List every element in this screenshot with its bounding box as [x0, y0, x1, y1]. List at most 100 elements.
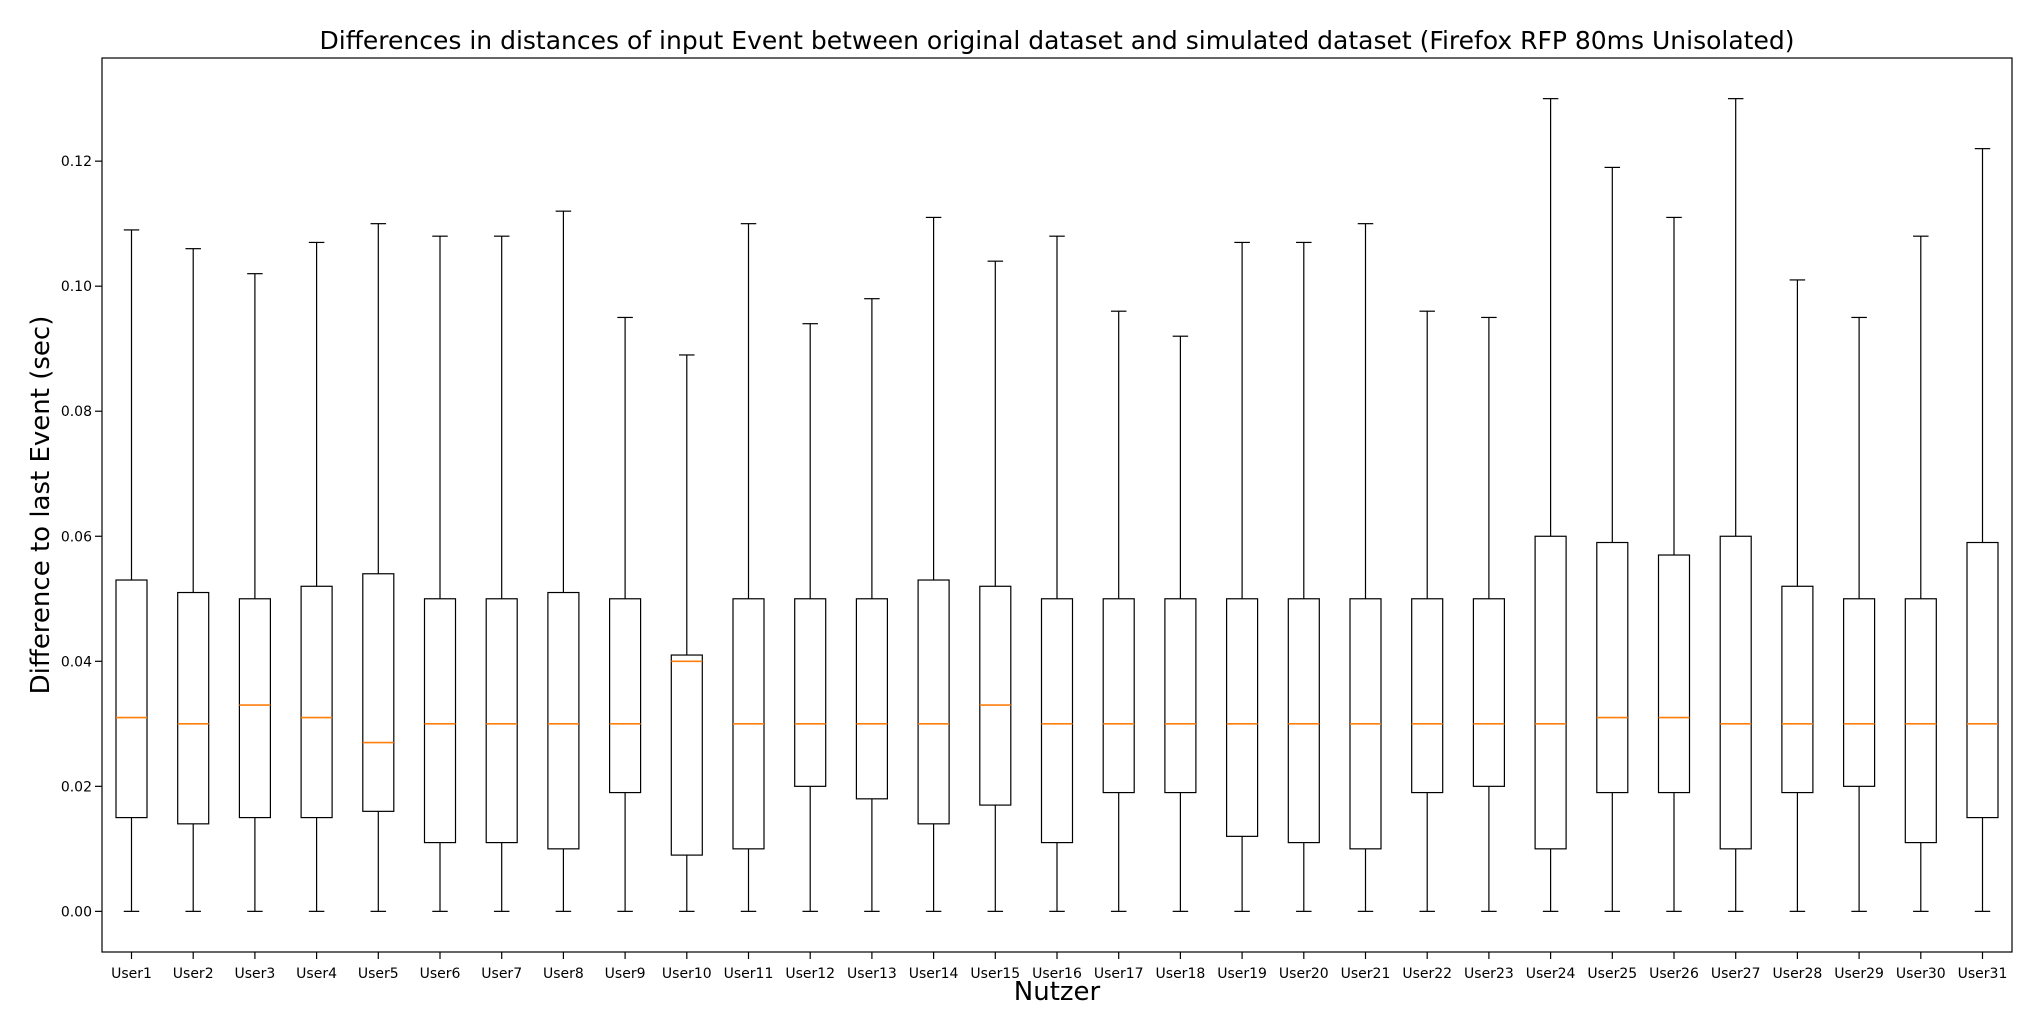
x-tick-label: User21 [1341, 966, 1391, 982]
iqr-box [1411, 598, 1444, 794]
y-tick-label: 0.10 [61, 279, 92, 295]
iqr-box [1657, 554, 1691, 794]
box-user14 [917, 216, 950, 912]
x-tick-label: User1 [111, 966, 152, 982]
y-tick-label: 0.00 [61, 904, 92, 920]
x-tick-label: User19 [1217, 966, 1267, 982]
iqr-box [608, 598, 642, 794]
x-tick-label: User24 [1526, 966, 1576, 982]
iqr-box [362, 573, 395, 812]
box-user12 [794, 323, 827, 912]
x-tick-label: User12 [785, 966, 835, 982]
box-user20 [1287, 241, 1320, 912]
x-tick-label: User4 [296, 966, 337, 982]
box-user25 [1596, 166, 1629, 912]
box-user1 [115, 229, 148, 912]
iqr-box [855, 598, 889, 800]
box-user27 [1719, 98, 1752, 912]
iqr-box [1225, 598, 1259, 837]
box-user18 [1164, 335, 1197, 912]
iqr-box [115, 579, 148, 819]
iqr-box [547, 591, 580, 850]
iqr-box [1904, 598, 1937, 844]
x-tick-label: User28 [1773, 966, 1823, 982]
x-tick-label: User13 [847, 966, 897, 982]
box-user24 [1534, 98, 1567, 912]
box-user8 [547, 210, 580, 912]
box-user23 [1472, 316, 1506, 912]
x-tick-label: User31 [1958, 966, 2008, 982]
x-tick-label: User6 [420, 966, 461, 982]
x-tick-label: User7 [481, 966, 522, 982]
x-tick-label: User15 [970, 966, 1020, 982]
x-tick-label: User25 [1587, 966, 1637, 982]
box-user30 [1904, 235, 1937, 912]
iqr-box [1534, 535, 1567, 850]
chart-title: Differences in distances of input Event … [320, 26, 1795, 55]
box-user2 [177, 248, 210, 912]
box-user3 [238, 273, 271, 912]
y-tick-label: 0.12 [61, 154, 92, 170]
x-tick-label: User27 [1711, 966, 1761, 982]
box-user16 [1040, 235, 1074, 912]
x-tick-label: User14 [909, 966, 959, 982]
box-user7 [485, 235, 518, 912]
iqr-box [1040, 598, 1074, 844]
iqr-box [979, 585, 1012, 806]
iqr-box [1842, 598, 1876, 787]
x-tick-label: User5 [358, 966, 399, 982]
iqr-box [1596, 541, 1629, 794]
box-user10 [670, 354, 703, 912]
y-tick-label: 0.06 [61, 529, 92, 545]
x-tick-label: User30 [1896, 966, 1946, 982]
x-tick-label: User23 [1464, 966, 1514, 982]
iqr-box [238, 598, 271, 819]
box-user19 [1225, 241, 1259, 912]
box-user13 [855, 298, 889, 912]
iqr-box [300, 585, 333, 819]
x-tick-label: User9 [605, 966, 646, 982]
x-tick-label: User2 [173, 966, 214, 982]
iqr-box [794, 598, 827, 787]
box-user28 [1781, 279, 1814, 912]
iqr-box [1719, 535, 1752, 850]
iqr-box [177, 591, 210, 825]
plot-area-frame [101, 57, 2013, 953]
x-tick-label: User3 [234, 966, 275, 982]
box-user31 [1966, 148, 1999, 912]
x-axis: User1 User2 User3 User4 User5 User6 User7 User8… [111, 952, 2007, 982]
iqr-box [917, 579, 950, 825]
box-user4 [300, 241, 333, 912]
x-tick-label: User26 [1649, 966, 1699, 982]
y-axis-label: Difference to last Event (sec) [26, 316, 56, 695]
iqr-box [1781, 585, 1814, 794]
box-user9 [608, 316, 642, 912]
x-tick-label: User10 [662, 966, 712, 982]
box-user5 [362, 223, 395, 912]
iqr-box [485, 598, 518, 844]
box-user21 [1349, 223, 1382, 912]
iqr-box [1287, 598, 1320, 844]
y-tick-label: 0.04 [61, 654, 92, 670]
box-user26 [1657, 216, 1691, 912]
y-tick-label: 0.08 [61, 404, 92, 420]
box-user22 [1411, 310, 1444, 912]
box-series [115, 98, 1999, 912]
box-user15 [979, 260, 1012, 912]
box-user11 [732, 223, 765, 912]
x-tick-label: User16 [1032, 966, 1082, 982]
x-tick-label: User17 [1094, 966, 1144, 982]
x-tick-label: User11 [724, 966, 774, 982]
iqr-box [1966, 541, 1999, 819]
x-tick-label: User29 [1834, 966, 1884, 982]
x-tick-label: User18 [1156, 966, 1206, 982]
iqr-box [670, 654, 703, 856]
x-tick-label: User8 [543, 966, 584, 982]
x-tick-label: User20 [1279, 966, 1329, 982]
x-tick-label: User22 [1402, 966, 1452, 982]
box-user6 [423, 235, 457, 912]
y-tick-label: 0.02 [61, 779, 92, 795]
iqr-box [423, 598, 457, 844]
